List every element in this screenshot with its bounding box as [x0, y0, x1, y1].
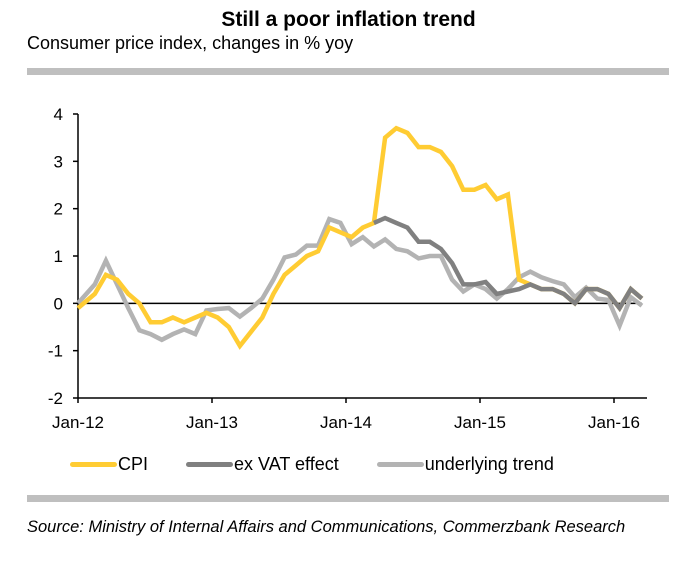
- x-tick-label: Jan-15: [454, 413, 506, 432]
- legend-label-cpi: CPI: [118, 453, 149, 474]
- x-tick-label: Jan-16: [588, 413, 640, 432]
- y-tick-label: 1: [54, 247, 63, 266]
- series-line-ex-vat-effect: [373, 215, 644, 313]
- bottom-divider: [27, 495, 669, 502]
- source-note: Source: Ministry of Internal Affairs and…: [27, 518, 626, 536]
- legend-item-cpi: CPI: [70, 454, 148, 475]
- legend-label-underlying: underlying trend: [424, 453, 554, 474]
- legend: CPI ex VAT effect underlying trend: [70, 452, 592, 476]
- y-tick-label: 3: [54, 152, 63, 171]
- series-layer: [76, 125, 644, 350]
- legend-label-ex-vat: ex VAT effect: [234, 453, 339, 474]
- legend-item-underlying: underlying trend: [376, 453, 554, 475]
- chart-subtitle: Consumer price index, changes in % yoy: [27, 33, 354, 53]
- legend-swatch-underlying: [376, 461, 424, 467]
- legend-swatch-cpi: [70, 461, 117, 467]
- x-tick-label: Jan-14: [320, 413, 372, 432]
- legend-item-ex-vat: ex VAT effect: [186, 454, 339, 475]
- chart-title: Still a poor inflation trend: [221, 8, 476, 31]
- y-tick-label: -2: [48, 389, 63, 408]
- x-tick-label: Jan-13: [186, 413, 238, 432]
- y-tick-label: 2: [54, 200, 63, 219]
- top-divider: [27, 68, 669, 75]
- y-tick-label: -1: [48, 342, 63, 361]
- y-tick-label: 0: [54, 294, 63, 313]
- series-line-underlying-trend: [76, 216, 644, 343]
- axes: 4 3 2 1 0 -1 -2 Jan-12 Jan-13 Jan-14 Jan-15 Jan-16: [48, 105, 647, 432]
- y-tick-label: 4: [54, 105, 63, 124]
- x-tick-label: Jan-12: [52, 413, 104, 432]
- legend-swatch-ex-vat: [186, 461, 234, 467]
